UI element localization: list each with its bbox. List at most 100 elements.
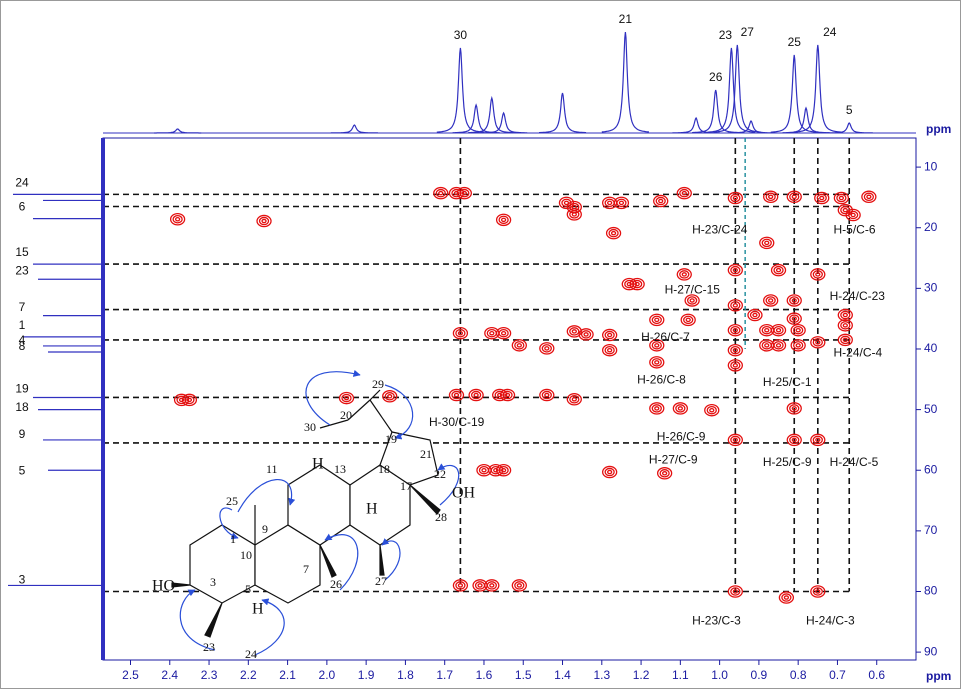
atom-label: 26 <box>330 577 342 591</box>
cross-peak <box>602 328 618 342</box>
annotation: H-24/C-5 <box>830 455 879 469</box>
cross-peak <box>539 342 555 355</box>
annotation: H-23/C-24 <box>692 222 748 236</box>
peak-label: 24 <box>823 25 837 39</box>
cross-peak <box>833 191 850 205</box>
annotation: H-24/C-3 <box>806 613 855 627</box>
cross-peak <box>649 356 665 369</box>
atom-label: 20 <box>340 408 352 422</box>
y-tick-label: 30 <box>924 281 938 295</box>
cross-peak <box>790 323 806 337</box>
cross-peak <box>727 323 743 337</box>
cross-peak <box>492 388 508 402</box>
cross-peak <box>786 190 802 204</box>
atom-label: 9 <box>262 522 268 536</box>
hmbc-arrow <box>381 538 401 581</box>
wedge <box>204 602 223 638</box>
cross-peak <box>727 585 743 598</box>
carbon-label: 5 <box>19 463 26 477</box>
proton-peak <box>707 47 756 133</box>
x-tick-label: 1.8 <box>397 668 414 682</box>
proton-peak <box>825 122 873 134</box>
cross-peak <box>566 208 582 221</box>
cross-peak <box>680 313 696 327</box>
x-tick-label: 1.7 <box>436 668 453 682</box>
cross-peak <box>786 402 802 415</box>
x-tick-label: 1.1 <box>672 668 689 682</box>
cross-peak <box>727 343 743 357</box>
atom-label: 25 <box>226 494 238 508</box>
cross-peak <box>837 319 853 332</box>
carbon-label: 18 <box>15 400 29 414</box>
proton-peak <box>782 106 830 134</box>
cross-peak <box>613 196 630 210</box>
proton-peak <box>672 116 720 134</box>
y-tick-label: 40 <box>924 341 938 355</box>
cross-peak <box>452 579 469 592</box>
proton-peak <box>794 44 842 133</box>
wedge <box>409 484 441 515</box>
cross-peak <box>456 186 472 200</box>
x-tick-label: 1.0 <box>711 668 728 682</box>
wedge <box>171 582 191 588</box>
x-tick-label: 2.0 <box>319 668 336 682</box>
cross-peak <box>747 308 763 322</box>
bond <box>369 389 381 401</box>
cross-peak <box>499 388 516 402</box>
cross-peak <box>727 191 743 205</box>
hmbc-arrow <box>254 598 285 656</box>
cross-peak <box>181 393 198 407</box>
x-axis-label: ppm <box>926 669 951 683</box>
x-tick-label: 2.5 <box>122 668 139 682</box>
y-tick-label: 90 <box>924 644 938 658</box>
cross-peak <box>649 313 665 327</box>
y-tick-label: 80 <box>924 584 938 598</box>
peak-label: 23 <box>719 28 733 42</box>
carbon-label: 9 <box>19 427 26 441</box>
proton-peak <box>601 31 649 133</box>
x-tick-label: 1.9 <box>358 668 375 682</box>
y-tick-label: 10 <box>924 159 938 173</box>
hmbc-arrow <box>305 369 361 426</box>
cross-peak <box>511 579 527 592</box>
cross-peak <box>763 294 779 307</box>
atom-label: 7 <box>303 562 309 576</box>
hmbc-arrow <box>437 463 460 506</box>
hmbc-arrow <box>384 384 414 440</box>
y-tick-label: 50 <box>924 402 938 416</box>
atom-label: H <box>312 456 324 473</box>
x-tick-label: 2.3 <box>201 668 218 682</box>
cross-peak <box>770 323 787 337</box>
cross-peak <box>676 186 692 200</box>
cross-peak <box>786 433 802 447</box>
carbon-label: 15 <box>15 245 29 259</box>
annotation: H-26/C-9 <box>657 430 706 444</box>
cross-peak <box>727 433 743 447</box>
atom-label: 28 <box>435 510 447 524</box>
atom-label: 30 <box>304 420 316 434</box>
x-tick-label: 2.2 <box>240 668 257 682</box>
cross-peak <box>566 393 582 406</box>
proton-peak <box>770 54 818 133</box>
cross-peak <box>684 294 700 307</box>
carbon-label: 1 <box>19 318 26 332</box>
atom-label: 11 <box>266 462 278 476</box>
proton-peak <box>330 124 378 134</box>
cross-peak <box>727 359 743 372</box>
atom-label: 3 <box>210 575 216 589</box>
cross-peak <box>759 236 775 250</box>
cross-peak <box>786 312 802 325</box>
cross-peak <box>602 465 618 479</box>
bond <box>347 399 371 421</box>
bond <box>369 399 393 433</box>
cross-peak <box>488 463 504 477</box>
cross-peak <box>656 467 673 480</box>
atom-label: 23 <box>203 640 215 654</box>
atom-label: 24 <box>245 647 257 661</box>
hmbc-arrow <box>219 507 239 540</box>
cross-peak <box>448 186 465 200</box>
cross-peak <box>727 263 743 277</box>
peak-label: 26 <box>709 70 723 84</box>
